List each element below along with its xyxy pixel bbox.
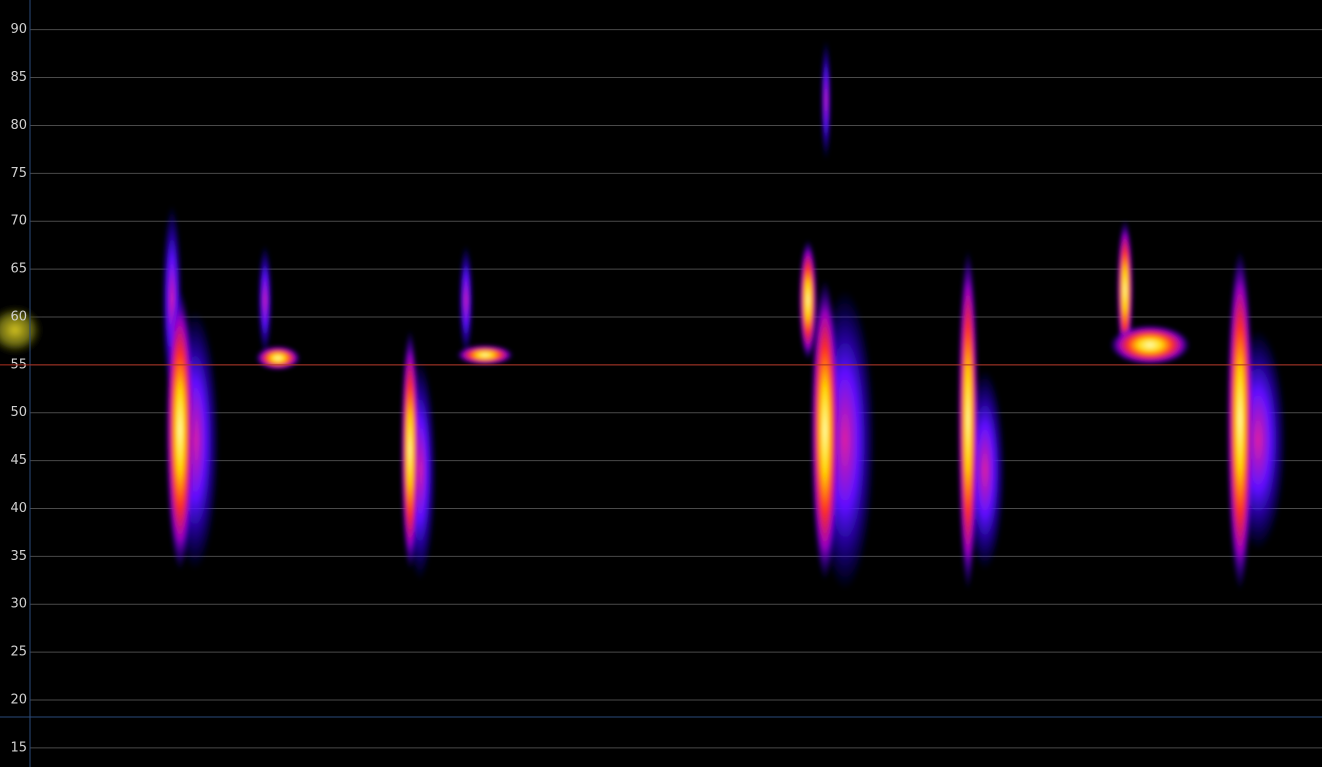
blob [401,330,419,570]
y-tick-label: 15 [10,740,27,755]
y-tick-label: 65 [10,262,27,277]
blob [459,245,473,355]
blob [166,290,194,570]
blob [1110,325,1190,365]
y-tick-label: 35 [10,549,27,564]
y-tick-label: 25 [10,645,27,660]
y-tick-label: 75 [10,166,27,181]
spectrogram-view: 15202530354045505560657075808590 [0,0,1322,767]
y-tick-label: 60 [10,309,27,324]
blob [821,40,831,160]
y-tick-label: 30 [10,597,27,612]
y-tick-label: 85 [10,70,27,85]
y-tick-label: 50 [10,405,27,420]
blob [457,345,513,365]
y-tick-label: 45 [10,453,27,468]
y-tick-label: 80 [10,118,27,133]
y-tick-label: 40 [10,501,27,516]
blob [1227,250,1253,590]
blob [958,250,978,590]
y-tick-label: 20 [10,692,27,707]
blob [258,245,272,355]
y-tick-label: 90 [10,22,27,37]
page: {"frequency_axis": {"ylim": [13, 93.1], … [0,0,1322,767]
y-tick-label: 70 [10,214,27,229]
blob [811,280,839,580]
blob [256,346,300,370]
